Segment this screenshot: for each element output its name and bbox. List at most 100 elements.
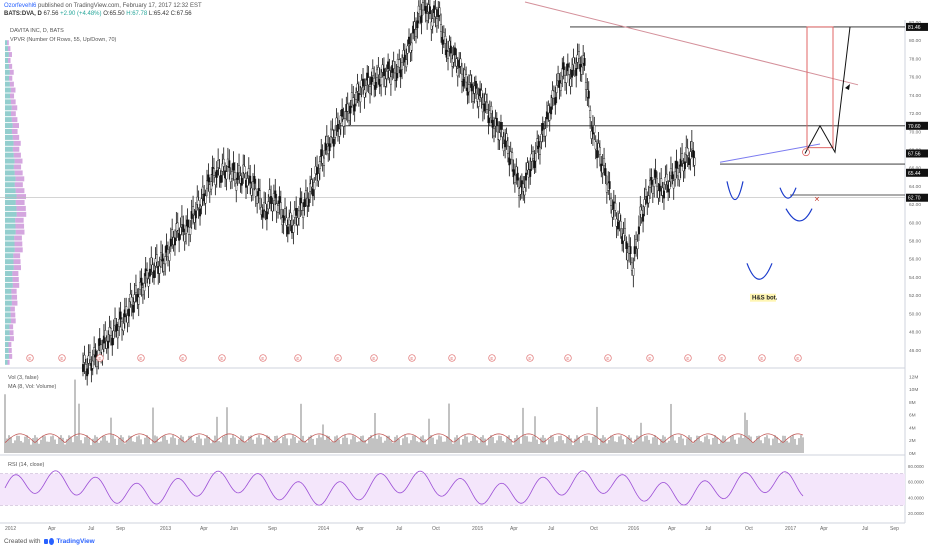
earnings-letter: E	[648, 356, 651, 361]
price-tag-bg	[906, 168, 928, 177]
rsi-tick: 60.0000	[908, 480, 924, 485]
vpvr-bar-up	[5, 164, 14, 170]
earnings-letter: E	[796, 356, 799, 361]
price-tag: 70.60	[908, 124, 921, 130]
candle-body	[221, 163, 224, 172]
candle-body	[562, 62, 565, 71]
candle-body	[643, 199, 646, 207]
price-tick: 54.00	[909, 275, 921, 281]
candle-body	[619, 221, 622, 229]
candle-body	[449, 45, 452, 54]
vpvr-bar-up	[5, 46, 8, 52]
change-value: +2.90 (+4.48%)	[60, 11, 102, 17]
ohlc-low: L:65.42	[148, 11, 169, 17]
price-tick: 78.00	[909, 56, 921, 62]
candle-body	[534, 153, 537, 162]
candle-body	[258, 190, 261, 199]
candle-body	[299, 197, 302, 206]
candle-body	[470, 83, 473, 92]
projection-arrow-icon	[845, 84, 850, 90]
candle-body	[274, 190, 277, 199]
price-tag-bg	[906, 121, 928, 130]
candle-body	[622, 233, 625, 242]
rsi-line	[4, 470, 804, 506]
candle-body	[657, 190, 660, 199]
vpvr-bar-up	[5, 265, 14, 271]
candle-body	[162, 263, 165, 272]
vpvr-bar-up	[5, 40, 8, 46]
candle-body	[302, 210, 305, 218]
candle-body	[166, 249, 169, 257]
author-link[interactable]: Ozorfevehl6	[4, 3, 37, 9]
candle-body	[472, 93, 475, 102]
candle-body	[316, 167, 319, 175]
candle-body	[651, 185, 654, 194]
candle-body	[526, 162, 529, 171]
candle-body	[270, 196, 273, 204]
candle-body	[178, 232, 181, 241]
vpvr-bar-up	[5, 99, 11, 105]
earnings-letter: E	[490, 356, 493, 361]
price-tag-bg	[906, 193, 928, 202]
vpvr-bar-up	[5, 306, 11, 312]
candle-body	[456, 68, 459, 77]
candle-body	[250, 187, 253, 196]
candle-body	[480, 90, 483, 98]
earnings-marker-icon	[408, 354, 416, 362]
candle-body	[350, 92, 353, 101]
candle-body	[653, 179, 656, 187]
candle-body	[490, 106, 493, 114]
vpvr-bar-up	[5, 158, 15, 164]
ohlc-header: BATS:DVA, D 67.56 +2.90 (+4.48%) O:65.50…	[4, 10, 192, 18]
candle-body	[473, 85, 476, 94]
candle-body	[277, 205, 280, 213]
candle-body	[583, 58, 586, 66]
candle-body	[540, 134, 543, 142]
candle-body	[207, 174, 210, 183]
time-tick: Apr	[48, 526, 56, 532]
candle-body	[597, 143, 600, 151]
candle-body	[380, 77, 383, 85]
candle-body	[414, 29, 417, 37]
candle-body	[650, 177, 653, 185]
vpvr-bar-down	[9, 330, 14, 336]
vpvr-bar-up	[5, 111, 11, 117]
candle-body	[474, 81, 477, 89]
candle-body	[183, 234, 186, 243]
candle-body	[247, 168, 250, 176]
candle-body	[363, 89, 366, 98]
candle-body	[504, 139, 507, 148]
time-tick: Jun	[230, 526, 238, 532]
candle-body	[441, 36, 444, 45]
vpvr-bar-down	[7, 46, 11, 52]
vpvr-bar-down	[15, 229, 25, 235]
projection-path	[804, 26, 851, 154]
price-tick: 52.00	[909, 293, 921, 299]
vpvr-bar-up	[5, 359, 8, 365]
vpvr-bar-down	[14, 247, 23, 253]
candle-body	[359, 94, 362, 103]
tradingview-brand[interactable]: TradingView	[56, 538, 95, 545]
candle-body	[116, 330, 119, 339]
vpvr-bar-down	[13, 259, 21, 265]
vpvr-bar-down	[13, 164, 22, 170]
candle-body	[235, 182, 238, 191]
volume-ma-line	[4, 433, 804, 444]
time-tick: 2015	[472, 526, 483, 532]
candle-body	[141, 287, 144, 296]
volume-tick: 4M	[909, 425, 916, 431]
rsi-label: RSI (14, close)	[8, 462, 45, 468]
candle-body	[303, 199, 306, 207]
candle-body	[412, 25, 415, 34]
candle-body	[488, 110, 491, 119]
time-tick: Apr	[356, 526, 364, 532]
candle-body	[463, 69, 466, 78]
vpvr-bar-down	[12, 276, 19, 282]
earnings-marker-icon	[370, 354, 378, 362]
volume-tick: 2M	[909, 438, 916, 444]
candle-body	[249, 175, 252, 184]
vpvr-bar-up	[5, 294, 12, 300]
vpvr-bar-down	[16, 194, 27, 200]
candle-body	[623, 228, 626, 236]
